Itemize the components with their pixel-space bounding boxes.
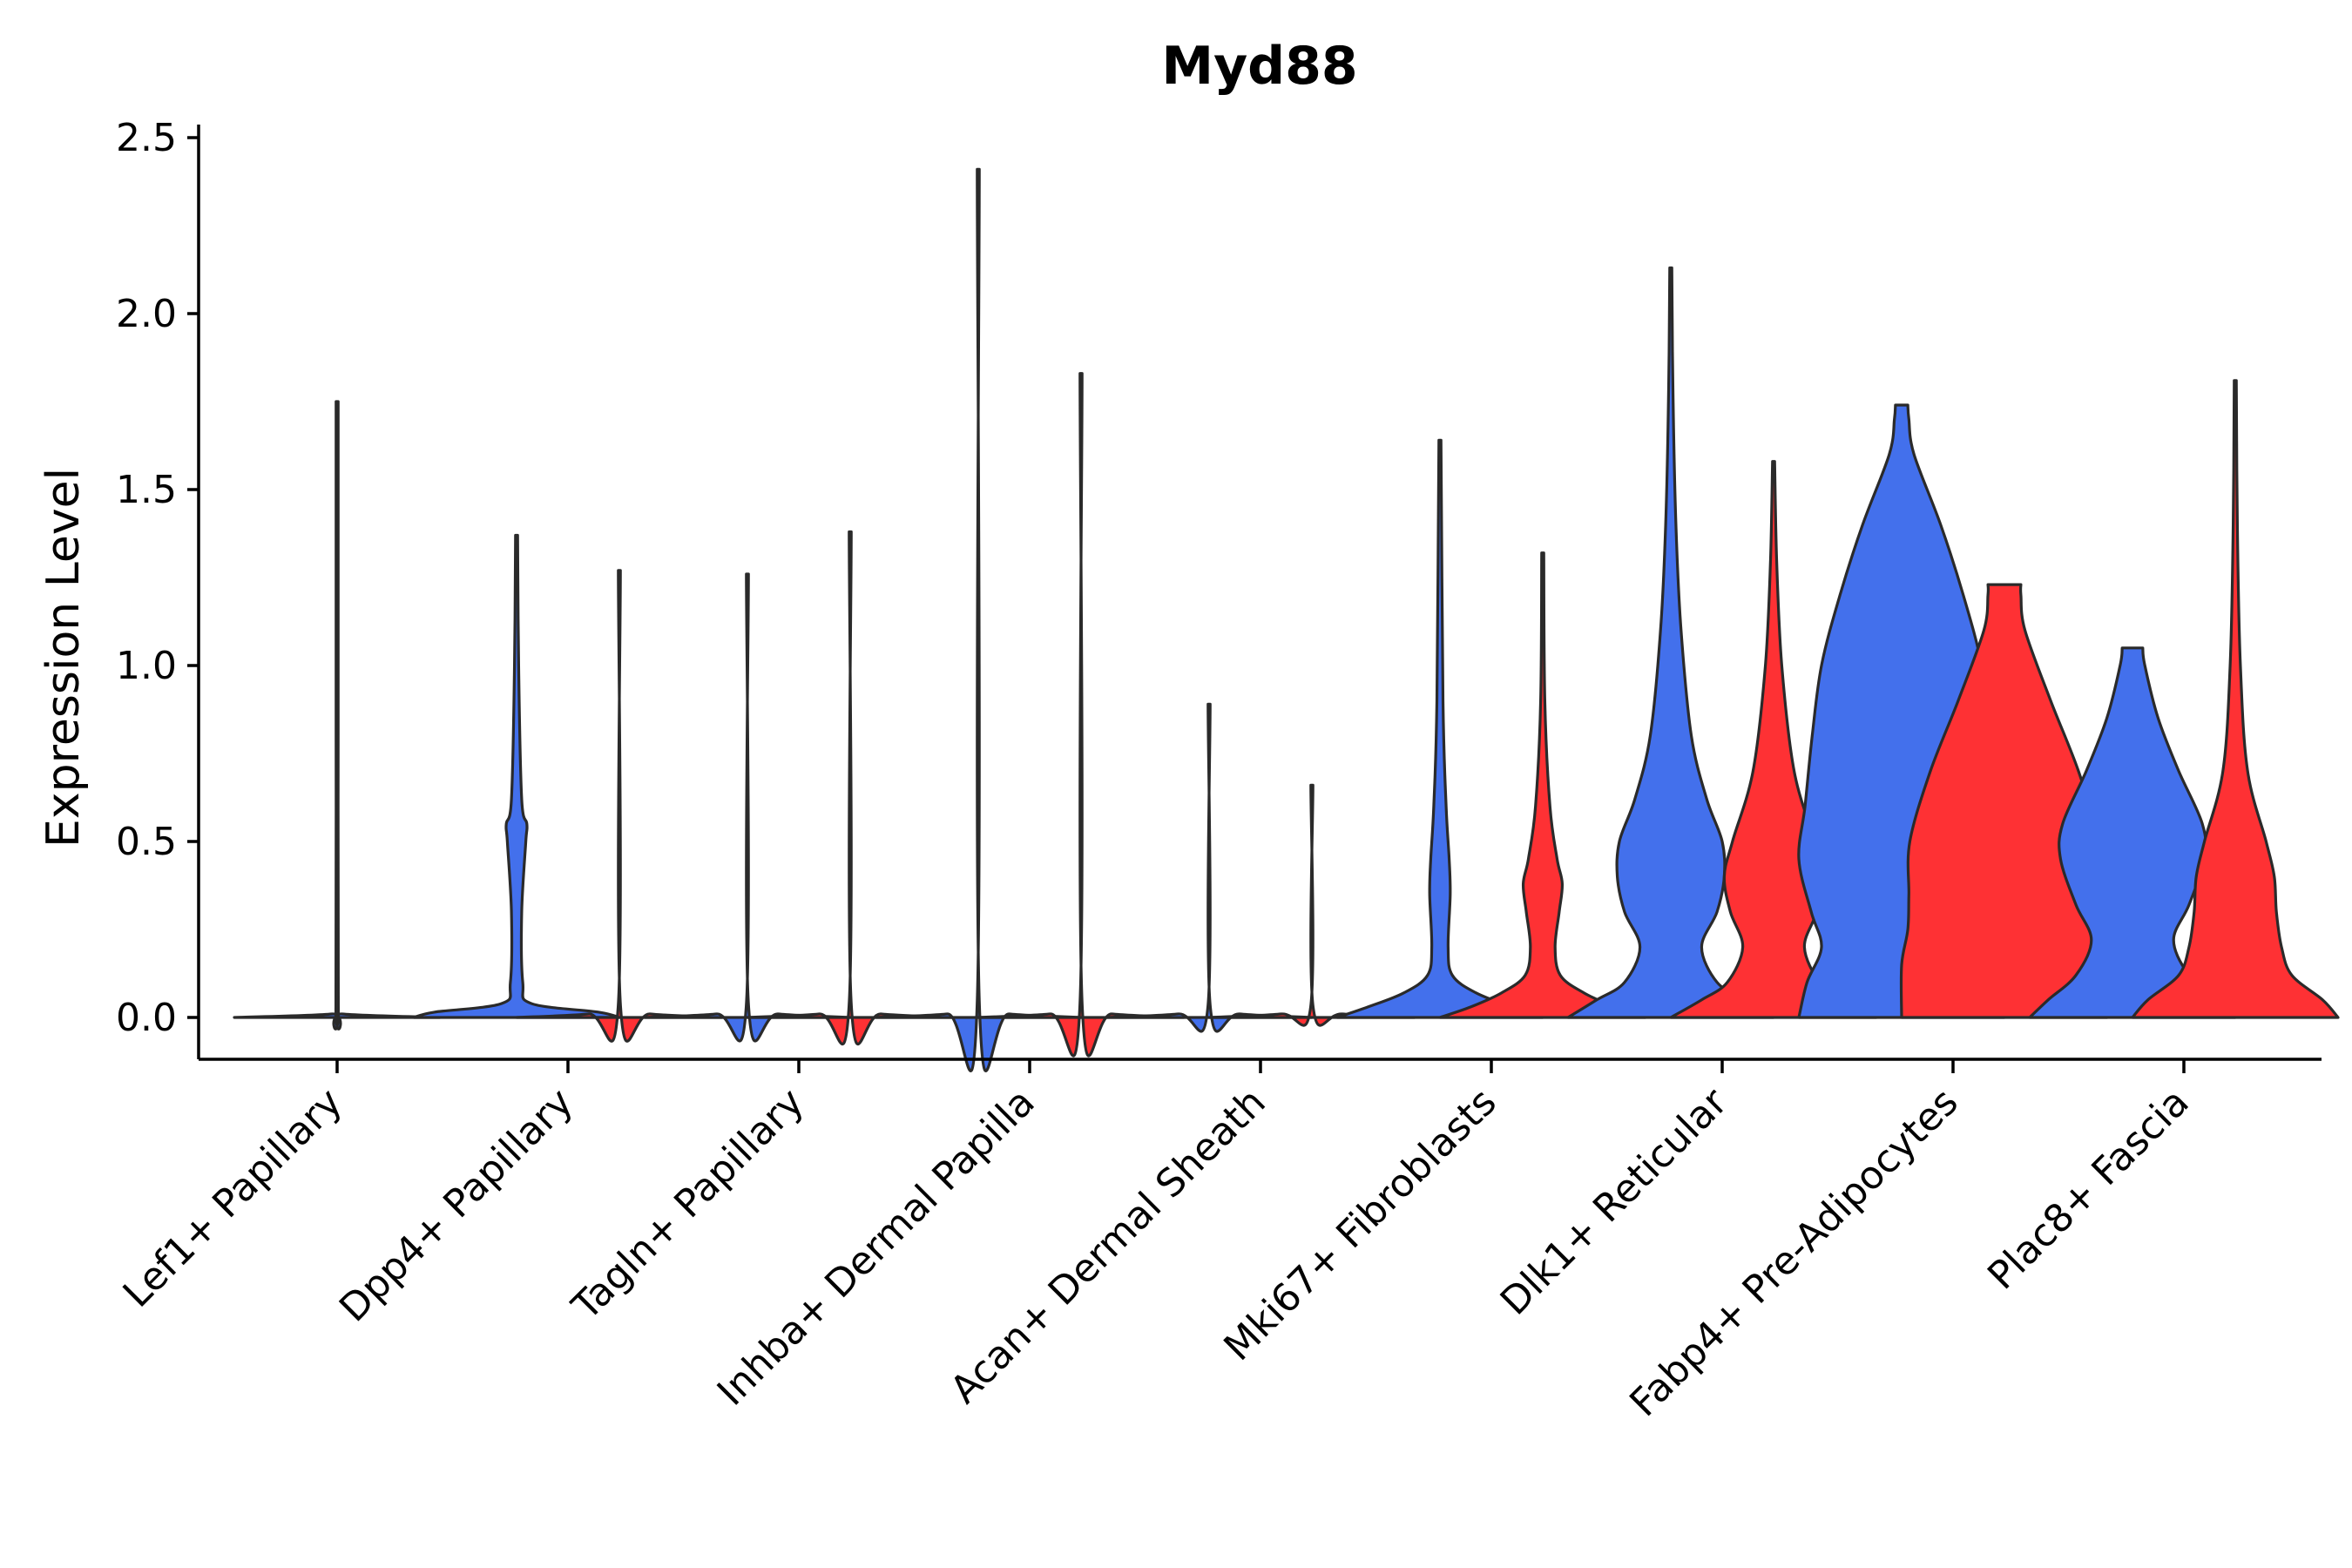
violin-blue xyxy=(1335,438,1544,1019)
violin-red xyxy=(1438,551,1647,1019)
x-tick-label: Plac8+ Fascia xyxy=(1979,1080,2198,1299)
y-tick-label: 2.5 xyxy=(116,116,177,160)
violin-blue xyxy=(874,167,1083,1072)
violin-blue xyxy=(643,572,852,1043)
x-tick-label: Lef1+ Papillary xyxy=(115,1080,351,1316)
y-tick-label: 1.5 xyxy=(116,468,177,512)
violin-red xyxy=(2131,379,2340,1019)
violin-blue xyxy=(2028,646,2237,1019)
y-axis-label: Expression Level xyxy=(37,468,90,848)
y-tick-label: 0.5 xyxy=(116,820,177,864)
x-tick-label: Dlk1+ Reticular xyxy=(1492,1079,1737,1324)
y-tick-label: 0.0 xyxy=(116,996,177,1040)
violin-red xyxy=(746,530,955,1046)
violin-blue xyxy=(1105,702,1314,1033)
violin-blue xyxy=(412,533,621,1019)
x-tick-label: Tagln+ Papillary xyxy=(564,1080,813,1329)
y-tick-label: 2.0 xyxy=(116,292,177,336)
x-tick-label: Dpp4+ Papillary xyxy=(331,1080,582,1331)
violin-red xyxy=(515,569,724,1043)
chart-title: Myd88 xyxy=(1161,36,1357,97)
y-tick-label: 1.0 xyxy=(116,644,177,688)
violin-blue xyxy=(1566,266,1775,1019)
violin-red xyxy=(1207,783,1416,1027)
violin-blue xyxy=(233,400,442,1031)
y-axis-ticks: 0.0 0.5 1.0 1.5 2.0 2.5 xyxy=(116,116,199,1040)
violin-red xyxy=(977,372,1186,1058)
violin-layer xyxy=(233,167,2340,1072)
